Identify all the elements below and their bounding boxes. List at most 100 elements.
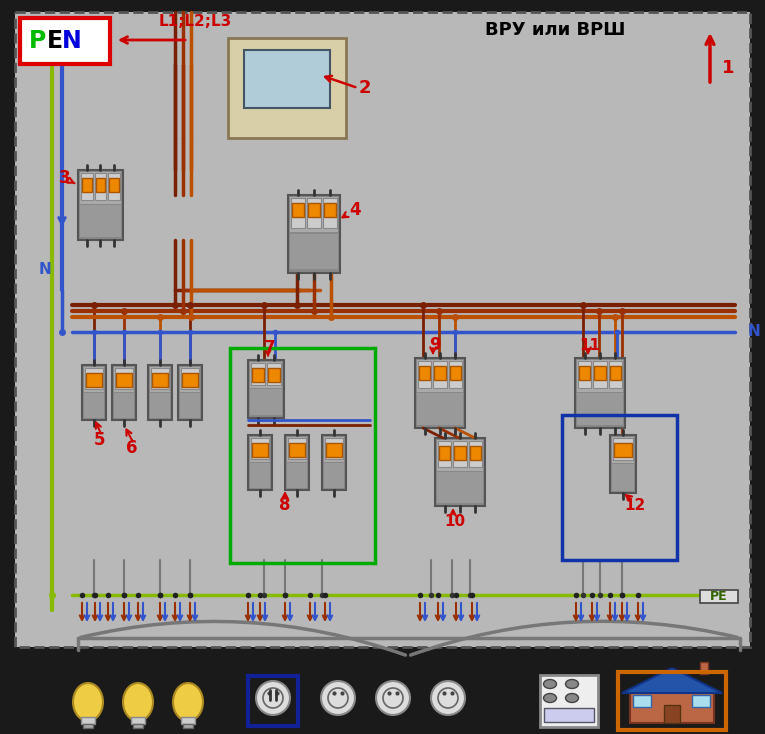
Bar xyxy=(610,435,636,493)
Ellipse shape xyxy=(376,681,410,715)
Text: 9: 9 xyxy=(429,336,441,354)
Ellipse shape xyxy=(256,681,290,715)
Bar xyxy=(439,446,451,460)
Text: E: E xyxy=(47,29,63,53)
Bar xyxy=(435,366,446,380)
Bar xyxy=(83,724,93,728)
Bar xyxy=(579,366,591,380)
Bar xyxy=(20,18,110,64)
Bar xyxy=(664,705,680,723)
Bar xyxy=(292,203,304,217)
Bar xyxy=(692,695,710,707)
Bar xyxy=(450,366,461,380)
Bar xyxy=(288,195,340,273)
Bar xyxy=(114,393,134,418)
Bar xyxy=(267,363,281,385)
Bar xyxy=(251,363,265,385)
Polygon shape xyxy=(622,668,722,693)
Bar xyxy=(15,12,750,647)
Bar xyxy=(308,203,320,217)
Bar xyxy=(230,348,375,563)
Text: N: N xyxy=(748,324,760,340)
Bar xyxy=(324,437,344,462)
Text: 8: 8 xyxy=(279,496,291,514)
Bar xyxy=(325,438,343,459)
Bar xyxy=(150,367,170,392)
Bar xyxy=(152,373,168,387)
Bar xyxy=(290,234,338,269)
Bar xyxy=(285,435,309,490)
Bar xyxy=(114,367,134,392)
Bar xyxy=(700,662,708,674)
Bar xyxy=(15,12,750,647)
Bar xyxy=(250,437,270,462)
Bar xyxy=(180,393,200,418)
Ellipse shape xyxy=(123,683,153,721)
Ellipse shape xyxy=(173,683,203,721)
Bar xyxy=(540,675,598,727)
Bar xyxy=(288,438,306,459)
Bar xyxy=(322,435,346,490)
Bar xyxy=(268,368,280,382)
Bar xyxy=(250,362,282,388)
Bar xyxy=(324,203,336,217)
Bar xyxy=(577,360,623,391)
Text: 12: 12 xyxy=(624,498,646,512)
Bar xyxy=(115,368,133,389)
Bar xyxy=(287,437,307,462)
Bar xyxy=(150,393,170,418)
Bar xyxy=(86,373,102,387)
Text: 5: 5 xyxy=(94,431,106,449)
Text: PE: PE xyxy=(710,589,728,603)
Bar xyxy=(180,367,200,392)
Text: N: N xyxy=(62,29,82,53)
Ellipse shape xyxy=(565,694,578,702)
Bar xyxy=(419,366,431,380)
Text: 3: 3 xyxy=(59,169,71,187)
Bar xyxy=(578,361,591,388)
Bar xyxy=(544,708,594,722)
Bar xyxy=(610,366,621,380)
Bar xyxy=(228,38,346,138)
Bar xyxy=(80,205,121,236)
Text: 11: 11 xyxy=(580,338,601,352)
Bar xyxy=(250,389,282,415)
Text: 1: 1 xyxy=(721,59,734,77)
Bar xyxy=(324,462,344,488)
Bar xyxy=(612,437,634,463)
Bar xyxy=(287,462,307,488)
Bar xyxy=(116,373,132,387)
Ellipse shape xyxy=(543,694,556,702)
Bar xyxy=(323,198,337,228)
Bar xyxy=(438,441,451,467)
Bar xyxy=(612,464,634,491)
Bar xyxy=(85,368,103,389)
Bar xyxy=(415,358,465,428)
Bar xyxy=(433,361,447,388)
Bar xyxy=(95,173,106,200)
Bar xyxy=(417,393,463,424)
Bar xyxy=(84,393,104,418)
Bar xyxy=(577,393,623,424)
Bar xyxy=(448,361,462,388)
Bar xyxy=(112,365,136,420)
Bar xyxy=(633,695,651,707)
Bar xyxy=(109,178,119,192)
Bar xyxy=(613,438,633,460)
Bar xyxy=(575,358,625,428)
Bar xyxy=(82,178,92,192)
Ellipse shape xyxy=(431,681,465,715)
Bar xyxy=(618,672,726,730)
Bar xyxy=(81,173,93,200)
Bar xyxy=(418,361,431,388)
Bar xyxy=(248,360,284,418)
Ellipse shape xyxy=(565,680,578,688)
Bar xyxy=(131,717,145,724)
Bar xyxy=(291,198,305,228)
Bar xyxy=(454,441,467,467)
Bar xyxy=(454,446,466,460)
Bar xyxy=(178,365,202,420)
Bar xyxy=(251,438,269,459)
Bar xyxy=(435,438,485,506)
Ellipse shape xyxy=(543,680,556,688)
